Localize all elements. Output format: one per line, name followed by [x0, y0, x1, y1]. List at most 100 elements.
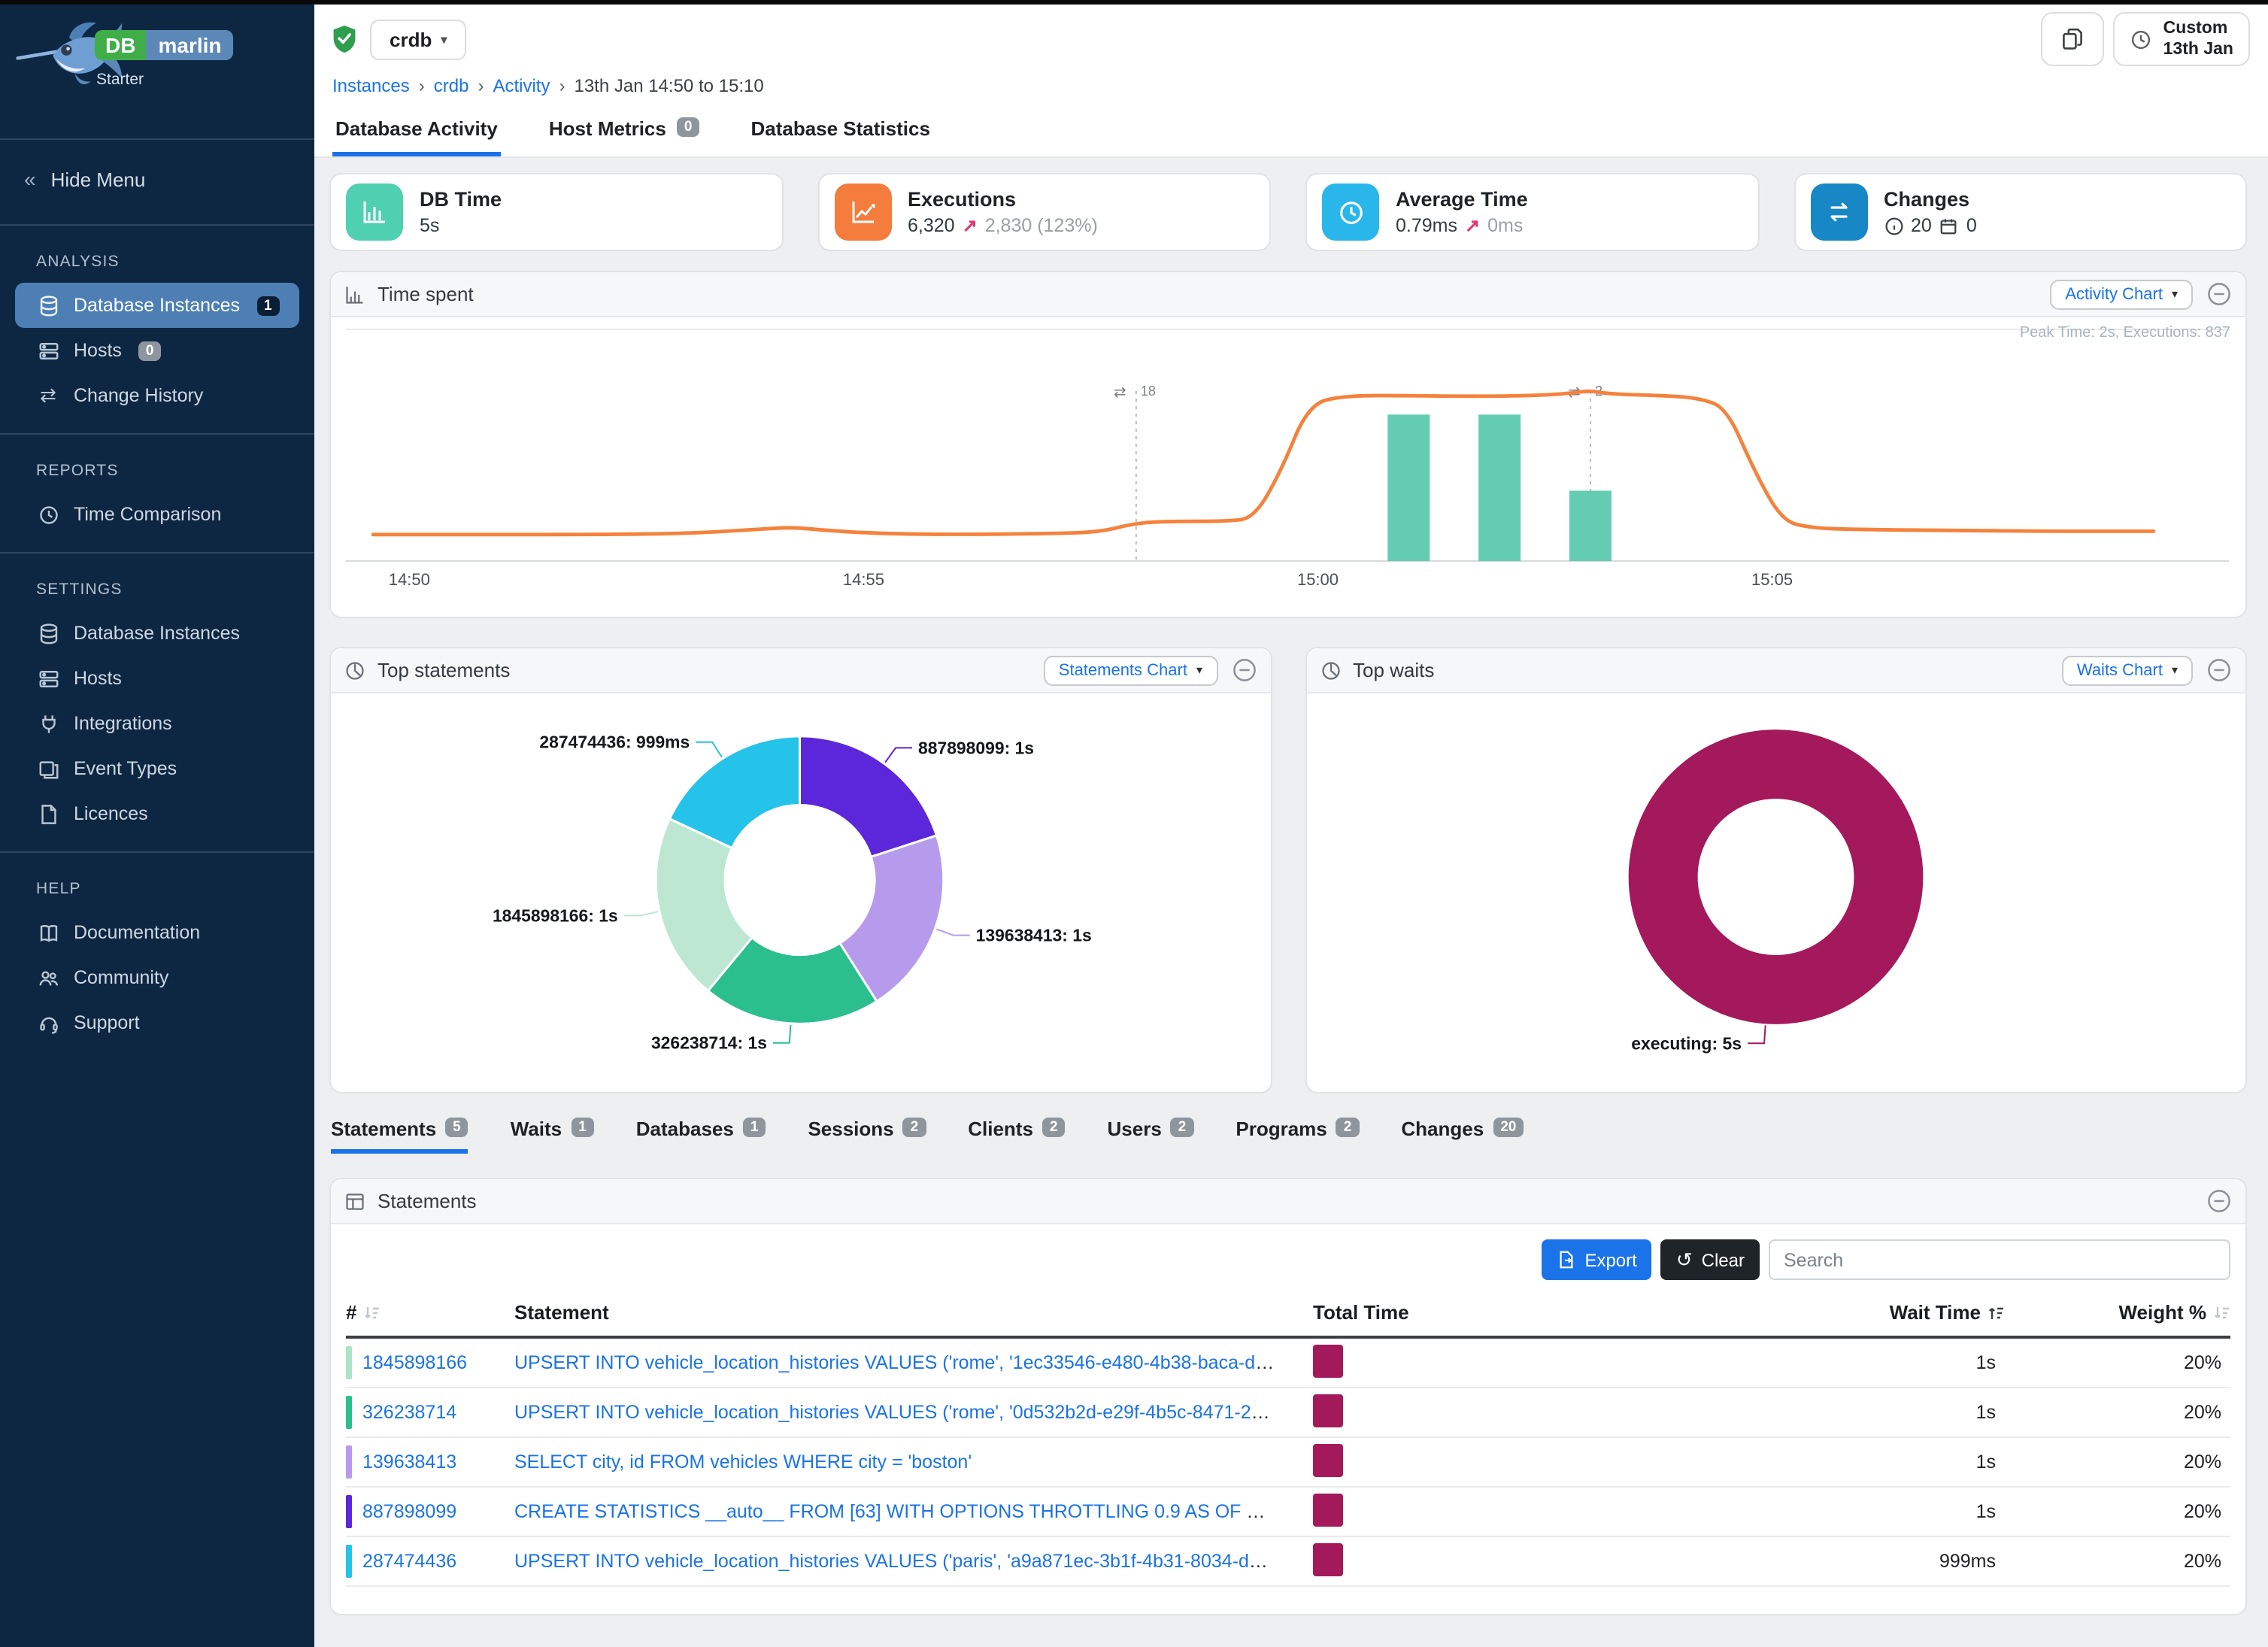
average-time-delta: 0ms: [1487, 215, 1524, 236]
sidebar-item-time-comparison[interactable]: Time Comparison: [0, 492, 314, 537]
licence-file-icon: [36, 802, 60, 826]
pie-chart-icon: [344, 660, 365, 681]
count-badge: 2: [1336, 1118, 1360, 1137]
kpi-executions: Executions 6,320 ↗ 2,830 (123%): [817, 173, 1271, 251]
sidebar-item-hosts-settings[interactable]: Hosts: [0, 656, 314, 701]
copy-link-button[interactable]: [2041, 12, 2105, 66]
collapse-panel-button[interactable]: [2206, 657, 2232, 683]
breadcrumb-activity[interactable]: Activity: [493, 75, 550, 96]
sidebar-item-database-instances-settings[interactable]: Database Instances: [0, 611, 314, 656]
collapse-panel-button[interactable]: [1231, 657, 1257, 683]
tab-database-statistics[interactable]: Database Statistics: [750, 117, 930, 140]
breadcrumb-current: 13th Jan 14:50 to 15:10: [574, 75, 764, 96]
time-spent-chart[interactable]: 14:50 14:55 15:00 15:05⇄ 18 ⇄ 2: [331, 317, 2244, 617]
sort-icon[interactable]: [362, 1303, 381, 1321]
statement-link[interactable]: UPSERT INTO vehicle_location_histories V…: [514, 1551, 1313, 1572]
sidebar-item-support[interactable]: Support: [0, 1000, 314, 1045]
bar-chart-icon: [346, 184, 403, 241]
sidebar-item-event-types[interactable]: Event Types: [0, 746, 314, 791]
tab-waits[interactable]: Waits 1: [511, 1118, 594, 1154]
waits-chart-selector[interactable]: Waits Chart ▾: [2061, 655, 2193, 685]
table-row: 887898099 CREATE STATISTICS __auto__ FROM…: [346, 1488, 2230, 1537]
statement-link[interactable]: CREATE STATISTICS __auto__ FROM [63] WIT…: [514, 1501, 1313, 1522]
activity-chart-selector[interactable]: Activity Chart ▾: [2050, 279, 2193, 309]
statement-id-link[interactable]: 326238714: [362, 1402, 457, 1423]
sidebar-item-hosts[interactable]: Hosts 0: [0, 328, 314, 373]
panel-title: Top waits: [1353, 659, 1435, 681]
weight-value: 20%: [2183, 1402, 2221, 1423]
sidebar-item-licences[interactable]: Licences: [0, 791, 314, 836]
statement-id-link[interactable]: 287474436: [362, 1551, 457, 1572]
db-time-value: 5s: [420, 215, 440, 236]
tab-database-activity[interactable]: Database Activity: [332, 114, 501, 156]
sort-icon[interactable]: [2212, 1303, 2230, 1321]
table-header: # Statement Total Time Wait Time Weight …: [346, 1295, 2230, 1339]
tab-clients[interactable]: Clients 2: [968, 1118, 1066, 1154]
top-waits-panel: Top waits Waits Chart ▾ executing: 5s: [1305, 647, 2247, 1093]
statement-color-bar: [346, 1545, 352, 1578]
breadcrumb-instances[interactable]: Instances: [332, 75, 410, 96]
statement-id-link[interactable]: 887898099: [362, 1501, 457, 1522]
tab-statements[interactable]: Statements 5: [331, 1118, 468, 1154]
database-icon: [36, 621, 60, 645]
export-button[interactable]: Export: [1541, 1239, 1652, 1280]
kpi-average-time: Average Time 0.79ms ↗ 0ms: [1305, 173, 1759, 251]
top-bar: crdb ▾ Custom 13th Jan: [314, 0, 2268, 158]
headset-icon: [36, 1011, 60, 1035]
svg-text:18: 18: [1141, 384, 1156, 399]
brand-tier: Starter: [96, 71, 144, 89]
tab-users[interactable]: Users 2: [1108, 1118, 1194, 1154]
sidebar-section-analysis: ANALYSIS Database Instances 1 Hosts 0 ⇄ …: [0, 224, 314, 433]
svg-text:1845898166: 1s: 1845898166: 1s: [493, 905, 618, 925]
count-badge: 1: [256, 296, 280, 315]
sidebar-item-change-history[interactable]: ⇄ Change History: [0, 373, 314, 418]
detail-tabs: Statements 5 Waits 1 Databases 1 Sessions 2 Clie…: [331, 1118, 2247, 1154]
svg-text:887898099: 1s: 887898099: 1s: [918, 738, 1034, 757]
statements-panel: Statements Export ↺: [329, 1178, 2247, 1615]
pie-chart-icon: [1320, 660, 1341, 681]
kpi-db-time: DB Time 5s: [329, 173, 783, 251]
sidebar-item-documentation[interactable]: Documentation: [0, 910, 314, 955]
chevron-down-icon: ▾: [441, 32, 447, 46]
total-time-bar: [1313, 1493, 1343, 1526]
sidebar: DB marlin Starter « Hide Menu ANALYSIS Da…: [0, 0, 314, 1647]
top-statements-donut-chart[interactable]: 887898099: 1s 139638413: 1s 326238714: 1s 1…: [331, 693, 1270, 1092]
time-range-button[interactable]: Custom 13th Jan: [2113, 12, 2250, 66]
statement-link[interactable]: UPSERT INTO vehicle_location_histories V…: [514, 1352, 1313, 1373]
tab-programs[interactable]: Programs 2: [1236, 1118, 1360, 1154]
instance-selector[interactable]: crdb ▾: [370, 19, 467, 59]
statement-id-link[interactable]: 139638413: [362, 1451, 457, 1473]
svg-text:15:00: 15:00: [1297, 570, 1339, 589]
statement-id-link[interactable]: 1845898166: [362, 1352, 468, 1373]
collapse-panel-button[interactable]: [2206, 1188, 2232, 1214]
count-badge: 2: [1170, 1118, 1194, 1137]
hide-menu-button[interactable]: « Hide Menu: [24, 167, 146, 191]
content: DB Time 5s Executions 6,320 ↗ 2,830 (123…: [314, 158, 2268, 1647]
count-badge: 1: [571, 1118, 594, 1137]
sidebar-item-community[interactable]: Community: [0, 955, 314, 1000]
tab-host-metrics[interactable]: Host Metrics 0: [546, 114, 703, 156]
sort-asc-icon[interactable]: [1987, 1303, 2005, 1321]
breadcrumb-crdb[interactable]: crdb: [433, 75, 469, 96]
sidebar-item-integrations[interactable]: Integrations: [0, 701, 314, 746]
tab-databases[interactable]: Databases 1: [636, 1118, 766, 1154]
sidebar-item-database-instances[interactable]: Database Instances 1: [15, 283, 299, 328]
sidebar-section-help: HELP Documentation Community Support: [0, 851, 314, 1060]
top-waits-donut-chart[interactable]: executing: 5s: [1306, 693, 2245, 1092]
statement-link[interactable]: UPSERT INTO vehicle_location_histories V…: [514, 1402, 1313, 1423]
clear-button[interactable]: ↺ Clear: [1660, 1239, 1760, 1280]
executions-value: 6,320: [908, 215, 955, 236]
kpi-row: DB Time 5s Executions 6,320 ↗ 2,830 (123…: [329, 173, 2247, 251]
sidebar-section-reports: REPORTS Time Comparison: [0, 433, 314, 552]
info-icon: [1884, 217, 1903, 235]
statements-chart-selector[interactable]: Statements Chart ▾: [1043, 655, 1217, 685]
collapse-panel-button[interactable]: [2206, 281, 2232, 307]
svg-text:14:50: 14:50: [389, 570, 430, 589]
tab-sessions[interactable]: Sessions 2: [808, 1118, 926, 1154]
section-title: HELP: [36, 880, 81, 898]
tab-changes[interactable]: Changes 20: [1401, 1118, 1524, 1154]
svg-text:⇄: ⇄: [1114, 384, 1126, 401]
statement-link[interactable]: SELECT city, id FROM vehicles WHERE city…: [514, 1451, 972, 1473]
kpi-changes: Changes 20 0: [1793, 173, 2247, 251]
search-input[interactable]: [1769, 1239, 2230, 1280]
